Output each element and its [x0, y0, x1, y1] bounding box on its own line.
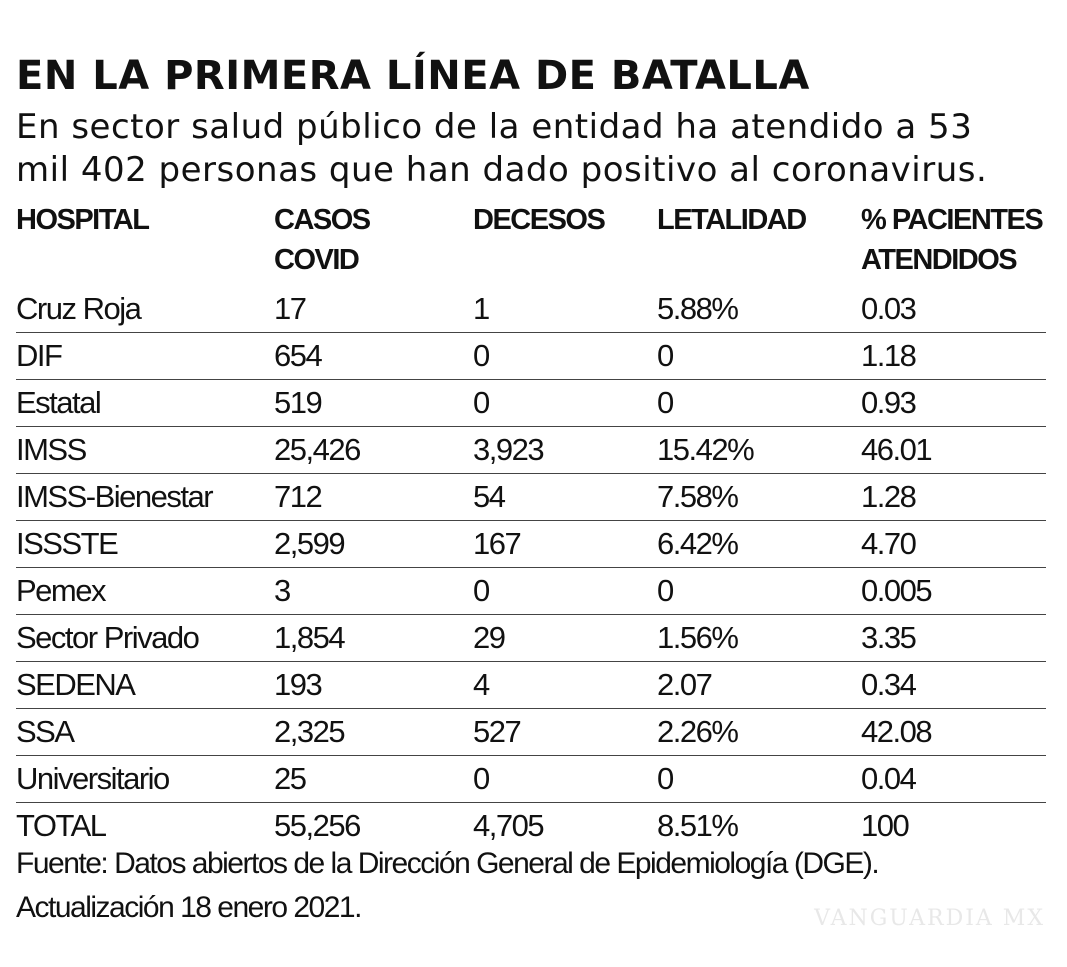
table-row: SSA 2,325 527 2.26% 42.08 — [16, 708, 1046, 755]
cell-letalidad: 2.26% — [657, 714, 739, 749]
cell-casos: 519 — [274, 385, 323, 420]
cell-decesos: 0 — [473, 761, 490, 796]
cell-hospital: TOTAL — [16, 808, 107, 843]
cell-casos: 25,426 — [274, 432, 361, 467]
cell-pacientes: 46.01 — [861, 432, 933, 467]
table-row: Cruz Roja 17 1 5.88% 0.03 — [16, 286, 1046, 332]
cell-casos: 654 — [274, 338, 323, 373]
cell-decesos: 1 — [473, 291, 490, 326]
cell-pacientes: 4.70 — [861, 526, 917, 561]
cell-pacientes: 1.18 — [861, 338, 917, 373]
cell-pacientes: 42.08 — [861, 714, 933, 749]
cell-letalidad: 0 — [657, 573, 674, 608]
cell-letalidad: 8.51% — [657, 808, 739, 843]
cell-letalidad: 0 — [657, 385, 674, 420]
table-row: Universitario 25 0 0 0.04 — [16, 755, 1046, 802]
cell-casos: 25 — [274, 761, 307, 796]
cell-pacientes: 3.35 — [861, 620, 917, 655]
cell-decesos: 29 — [473, 620, 506, 655]
header-letalidad: LETALIDAD — [657, 204, 807, 236]
cell-letalidad: 5.88% — [657, 291, 739, 326]
table-header: HOSPITAL CASOS COVID DECESOS LETALIDAD %… — [16, 200, 1046, 286]
table-row: DIF 654 0 0 1.18 — [16, 332, 1046, 379]
cell-pacientes: 1.28 — [861, 479, 917, 514]
table-row: Sector Privado 1,854 29 1.56% 3.35 — [16, 614, 1046, 661]
table-body: Cruz Roja 17 1 5.88% 0.03 DIF 654 0 0 1.18 Estatal… — [16, 286, 1046, 849]
cell-hospital: Universitario — [16, 761, 170, 796]
cell-pacientes: 0.005 — [861, 573, 933, 608]
table-row: Estatal 519 0 0 0.93 — [16, 379, 1046, 426]
cell-decesos: 0 — [473, 573, 490, 608]
cell-casos: 193 — [274, 667, 323, 702]
cell-decesos: 4 — [473, 667, 490, 702]
cell-casos: 2,599 — [274, 526, 346, 561]
page-title: EN LA PRIMERA LÍNEA DE BATALLA — [16, 53, 810, 99]
cell-letalidad: 0 — [657, 338, 674, 373]
header-pacientes-atendidos: % PACIENTES ATENDIDOS — [861, 204, 1044, 276]
cell-pacientes: 0.34 — [861, 667, 917, 702]
cell-hospital: DIF — [16, 338, 63, 373]
cell-letalidad: 2.07 — [657, 667, 713, 702]
table-row: IMSS-Bienestar 712 54 7.58% 1.28 — [16, 473, 1046, 520]
cell-hospital: Sector Privado — [16, 620, 200, 655]
cell-pacientes: 0.03 — [861, 291, 917, 326]
update-line: Actualización 18 enero 2021. — [16, 891, 362, 924]
cell-casos: 55,256 — [274, 808, 361, 843]
cell-pacientes: 0.04 — [861, 761, 917, 796]
header-decesos: DECESOS — [473, 204, 606, 236]
cell-decesos: 3,923 — [473, 432, 545, 467]
cell-casos: 2,325 — [274, 714, 346, 749]
cell-letalidad: 1.56% — [657, 620, 739, 655]
cell-decesos: 527 — [473, 714, 522, 749]
source-note: Fuente: Datos abiertos de la Dirección G… — [16, 842, 880, 930]
cell-decesos: 54 — [473, 479, 506, 514]
subtitle: En sector salud público de la entidad ha… — [16, 106, 1026, 192]
cell-hospital: ISSSTE — [16, 526, 119, 561]
cell-hospital: SEDENA — [16, 667, 136, 702]
subtitle-line: En sector salud público de la entidad ha… — [16, 107, 973, 147]
cell-casos: 1,854 — [274, 620, 346, 655]
cell-pacientes: 0.93 — [861, 385, 917, 420]
header-casos-covid: CASOS COVID — [274, 204, 371, 276]
cell-decesos: 167 — [473, 526, 522, 561]
cell-hospital: Cruz Roja — [16, 291, 142, 326]
cell-hospital: Estatal — [16, 385, 102, 420]
cell-decesos: 0 — [473, 385, 490, 420]
cell-decesos: 0 — [473, 338, 490, 373]
watermark-logo: VANGUARDIA MX — [814, 906, 1045, 931]
cell-hospital: SSA — [16, 714, 75, 749]
cell-decesos: 4,705 — [473, 808, 545, 843]
cell-casos: 3 — [274, 573, 291, 608]
cell-letalidad: 0 — [657, 761, 674, 796]
cell-letalidad: 7.58% — [657, 479, 739, 514]
cell-hospital: IMSS-Bienestar — [16, 479, 214, 514]
cell-letalidad: 15.42% — [657, 432, 755, 467]
table-row: Pemex 3 0 0 0.005 — [16, 567, 1046, 614]
cell-hospital: Pemex — [16, 573, 106, 608]
table-row: TOTAL 55,256 4,705 8.51% 100 — [16, 802, 1046, 849]
cell-letalidad: 6.42% — [657, 526, 739, 561]
cell-casos: 712 — [274, 479, 323, 514]
table-row: SEDENA 193 4 2.07 0.34 — [16, 661, 1046, 708]
source-line: Fuente: Datos abiertos de la Dirección G… — [16, 847, 880, 880]
table-row: IMSS 25,426 3,923 15.42% 46.01 — [16, 426, 1046, 473]
table-row: ISSSTE 2,599 167 6.42% 4.70 — [16, 520, 1046, 567]
header-hospital: HOSPITAL — [16, 204, 150, 236]
cell-pacientes: 100 — [861, 808, 910, 843]
cell-casos: 17 — [274, 291, 307, 326]
subtitle-line: mil 402 personas que han dado positivo a… — [16, 150, 988, 190]
cell-hospital: IMSS — [16, 432, 87, 467]
